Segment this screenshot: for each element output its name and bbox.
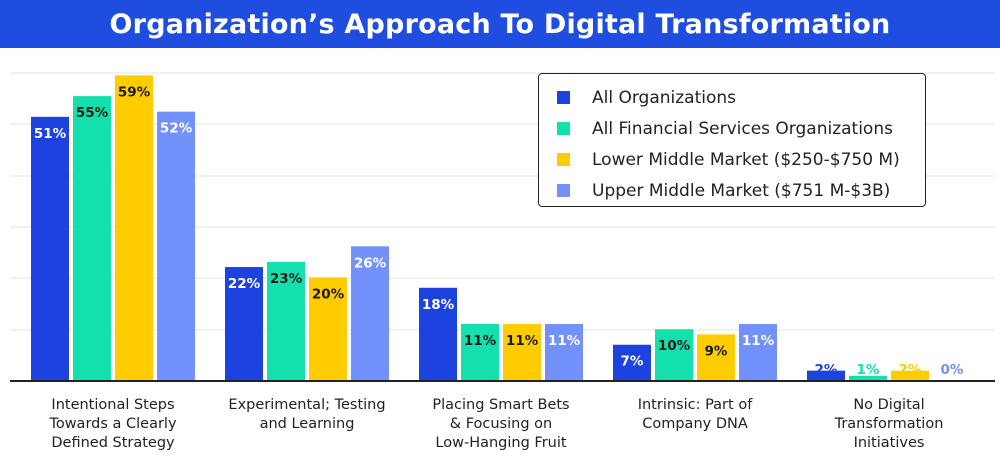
bar xyxy=(73,96,111,381)
bar-value-label: 7% xyxy=(621,354,644,370)
legend-swatch xyxy=(557,184,570,197)
bar-value-label: 51% xyxy=(34,126,67,142)
bar-value-label: 26% xyxy=(354,255,387,271)
bar xyxy=(309,277,347,381)
bars xyxy=(31,75,929,381)
bar xyxy=(613,344,651,381)
bar xyxy=(503,324,541,381)
bar-value-label: 20% xyxy=(312,286,345,302)
bar xyxy=(545,324,583,381)
chart-title: Organization’s Approach To Digital Trans… xyxy=(0,0,1000,48)
bar xyxy=(697,334,735,381)
legend-label: All Organizations xyxy=(592,87,737,108)
bar-value-label: 11% xyxy=(506,333,539,349)
bar xyxy=(225,267,263,381)
bar-value-label: 0% xyxy=(941,362,964,378)
bar xyxy=(461,324,499,381)
bar xyxy=(157,111,195,381)
category-label: Experimental; Testing and Learning xyxy=(228,397,386,432)
bar-value-label: 9% xyxy=(705,343,728,359)
bar-value-label: 55% xyxy=(76,105,109,121)
bar-value-label: 1% xyxy=(857,362,880,378)
bar-value-label: 10% xyxy=(658,338,691,354)
value-labels: 51% 22% 18% 7% 2% 55% 23% 11% 10% 1% 59% 20% 11% 9% 2%… xyxy=(34,84,964,378)
category-label: No Digital Transformation Initiatives xyxy=(834,397,944,451)
bar-value-label: 11% xyxy=(464,333,497,349)
bar-value-label: 18% xyxy=(422,297,455,313)
bar-value-label: 2% xyxy=(815,362,838,378)
bar xyxy=(31,116,69,381)
bar xyxy=(655,329,693,381)
legend-item-all-organizations: All Organizations xyxy=(557,82,925,113)
legend-label: Lower Middle Market ($250-$750 M) xyxy=(592,149,900,170)
bar-value-label: 23% xyxy=(270,271,303,287)
legend-swatch xyxy=(557,122,570,135)
bar-value-label: 2% xyxy=(899,362,922,378)
legend-item-upper-middle-market: Upper Middle Market ($751 M-$3B) xyxy=(557,175,925,206)
bar xyxy=(351,246,389,381)
bar xyxy=(739,324,777,381)
legend-item-financial-services: All Financial Services Organizations xyxy=(557,113,925,144)
bar xyxy=(849,375,887,381)
legend-swatch xyxy=(557,153,570,166)
bar-value-label: 11% xyxy=(548,333,581,349)
bar-value-label: 59% xyxy=(118,84,151,100)
category-label: Placing Smart Bets & Focusing on Low-Han… xyxy=(432,397,570,451)
bar xyxy=(267,261,305,381)
category-label: Intentional Steps Towards a Clearly Defi… xyxy=(49,397,177,451)
bar-value-label: 52% xyxy=(160,121,193,137)
bar xyxy=(419,287,457,381)
bar xyxy=(115,75,153,381)
bar xyxy=(891,370,929,381)
legend-item-lower-middle-market: Lower Middle Market ($250-$750 M) xyxy=(557,144,925,175)
legend: All Organizations All Financial Services… xyxy=(538,73,926,207)
legend-label: All Financial Services Organizations xyxy=(592,118,893,139)
bar-value-label: 22% xyxy=(228,276,261,292)
legend-swatch xyxy=(557,91,570,104)
category-label: Intrinsic: Part of Company DNA xyxy=(637,397,753,432)
bar xyxy=(807,370,845,381)
bar-value-label: 11% xyxy=(742,333,775,349)
legend-label: Upper Middle Market ($751 M-$3B) xyxy=(592,180,891,201)
